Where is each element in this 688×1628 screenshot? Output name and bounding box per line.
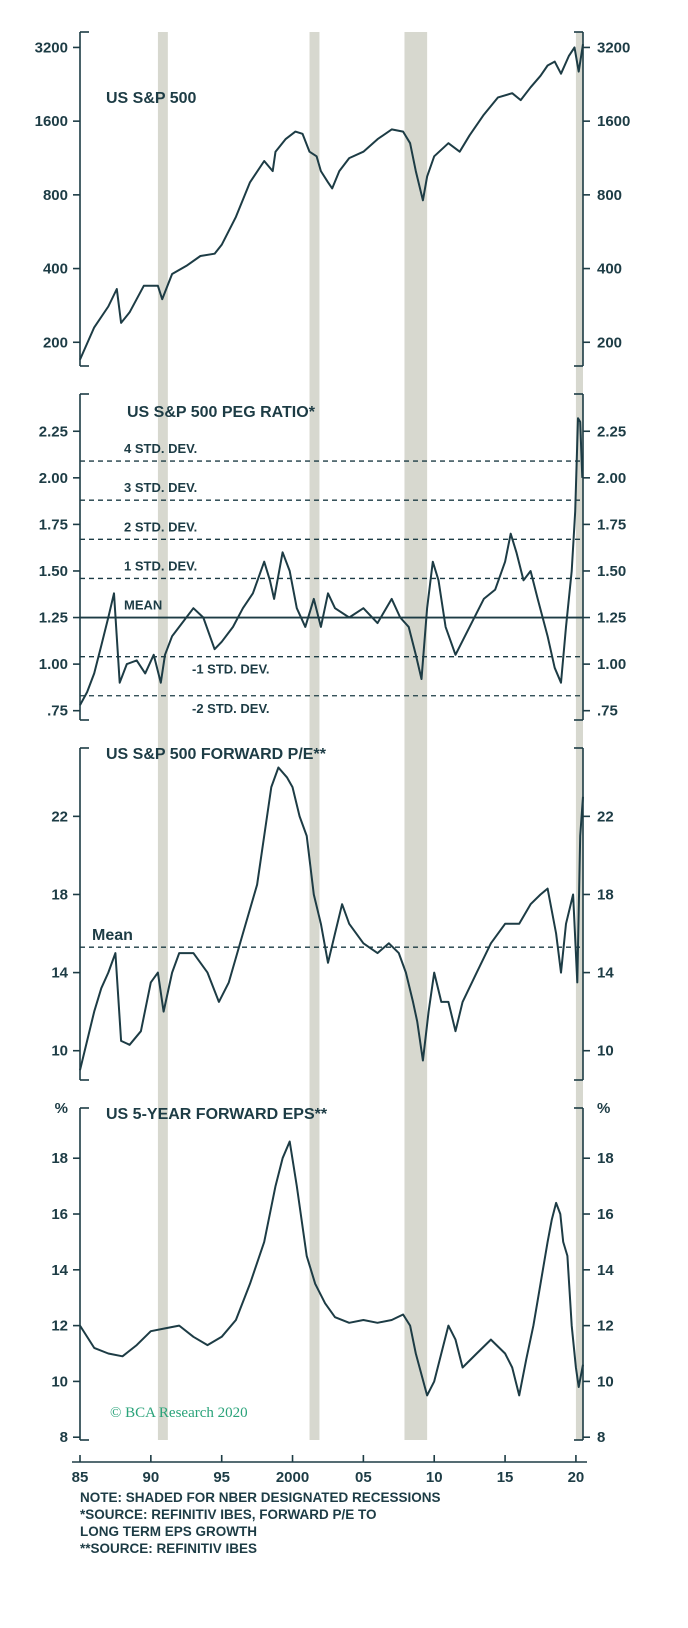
panel-title: US S&P 500 xyxy=(106,90,197,107)
x-tick-label: 10 xyxy=(426,1469,443,1486)
y-tick-label-left: 400 xyxy=(43,261,68,278)
footnotes: NOTE: SHADED FOR NBER DESIGNATED RECESSI… xyxy=(80,1490,441,1556)
x-tick-label: 20 xyxy=(568,1469,585,1486)
footnote-line: *SOURCE: REFINITIV IBES, FORWARD P/E TO xyxy=(80,1507,377,1522)
y-tick-label-left: 16 xyxy=(51,1206,68,1223)
x-tick-label: 90 xyxy=(143,1469,160,1486)
series-line xyxy=(79,1140,584,1397)
y-tick-label-left: 2.00 xyxy=(39,470,68,487)
footnote-line: NOTE: SHADED FOR NBER DESIGNATED RECESSI… xyxy=(80,1490,441,1505)
y-tick-label-right: 2.00 xyxy=(597,470,626,487)
y-tick-label-right: 10 xyxy=(597,1373,614,1390)
y-tick-label-left: 12 xyxy=(51,1318,68,1335)
reference-line-label: -2 STD. DEV. xyxy=(192,701,270,716)
y-tick-label-left: 1600 xyxy=(35,113,68,130)
footnote-line: LONG TERM EPS GROWTH xyxy=(80,1524,257,1539)
y-tick-label-right: 1.50 xyxy=(597,563,626,580)
reference-line-label: MEAN xyxy=(124,598,162,613)
y-tick-label-left: 18 xyxy=(51,1150,68,1167)
x-tick-label: 2000 xyxy=(276,1469,309,1486)
y-tick-label-right: 3200 xyxy=(597,39,630,56)
y-tick-label-right: 1.25 xyxy=(597,610,626,627)
footnote-line: **SOURCE: REFINITIV IBES xyxy=(80,1541,257,1556)
y-tick-label-left: 1.25 xyxy=(39,610,68,627)
y-tick-label-left: 1.00 xyxy=(39,656,68,673)
y-tick-label-left: 10 xyxy=(51,1043,68,1060)
y-tick-label-left: 800 xyxy=(43,187,68,204)
y-tick-label-left: 14 xyxy=(51,965,68,982)
y-tick-label-right: 16 xyxy=(597,1206,614,1223)
y-tick-label-right: 14 xyxy=(597,1262,614,1279)
series-line xyxy=(79,44,584,361)
recession-band xyxy=(157,32,168,1440)
y-tick-label-right: 1.00 xyxy=(597,656,626,673)
x-tick-label: 95 xyxy=(213,1469,230,1486)
reference-line-label: 2 STD. DEV. xyxy=(124,519,197,534)
y-tick-label-right: 8 xyxy=(597,1429,605,1446)
y-unit-label-right: % xyxy=(597,1100,610,1117)
panel-2: .75 .75 1.00 1.00 1.25 1.25 1.50 1.50 1.75 1.75 2.… xyxy=(39,393,626,721)
recession-shading xyxy=(157,32,583,1440)
y-tick-label-right: 1600 xyxy=(597,113,630,130)
y-tick-label-left: 3200 xyxy=(35,39,68,56)
y-tick-label-left: 22 xyxy=(51,808,68,825)
y-tick-label-right: 200 xyxy=(597,334,622,351)
panel-title: US S&P 500 FORWARD P/E** xyxy=(106,746,327,763)
y-tick-label-left: 10 xyxy=(51,1373,68,1390)
recession-band xyxy=(309,32,320,1440)
y-tick-label-right: 400 xyxy=(597,261,622,278)
y-tick-label-left: 200 xyxy=(43,334,68,351)
y-tick-label-left: 1.50 xyxy=(39,563,68,580)
x-axis: 85 90 95 2000 05 10 15 20 xyxy=(72,1455,587,1486)
recession-band xyxy=(575,32,583,1440)
y-tick-label-right: 12 xyxy=(597,1318,614,1335)
y-tick-label-left: 2.25 xyxy=(39,423,68,440)
reference-line-label: 4 STD. DEV. xyxy=(124,441,197,456)
y-unit-label-left: % xyxy=(55,1100,68,1117)
reference-line-label: -1 STD. DEV. xyxy=(192,662,270,677)
reference-line-label: Mean xyxy=(92,927,133,944)
x-tick-label: 05 xyxy=(355,1469,372,1486)
y-tick-label-left: 1.75 xyxy=(39,516,68,533)
reference-line-label: 1 STD. DEV. xyxy=(124,558,197,573)
y-tick-label-right: 10 xyxy=(597,1043,614,1060)
y-tick-label-right: 800 xyxy=(597,187,622,204)
panel-3: 10 10 14 14 18 18 22 22 Mean US S&P 500 FORWARD P… xyxy=(51,746,614,1081)
x-tick-label: 15 xyxy=(497,1469,514,1486)
y-tick-label-left: 8 xyxy=(60,1429,68,1446)
y-tick-label-right: 22 xyxy=(597,808,614,825)
panel-1: 200 200 400 400 800 800 1600 1600 3200 3200 US S&P… xyxy=(35,31,630,367)
reference-line-label: 3 STD. DEV. xyxy=(124,480,197,495)
y-tick-label-right: 18 xyxy=(597,1150,614,1167)
series-line xyxy=(79,766,584,1071)
x-tick-label: 85 xyxy=(72,1469,89,1486)
brand-watermark: © BCA Research 2020 xyxy=(110,1405,248,1421)
panel-4: 8 8 10 10 12 12 14 14 16 16 18 18% % US 5-YEAR FORWAR… xyxy=(51,1100,614,1446)
y-tick-label-left: .75 xyxy=(47,703,68,720)
panel-title: US S&P 500 PEG RATIO* xyxy=(127,404,316,421)
y-tick-label-right: 18 xyxy=(597,886,614,903)
y-tick-label-right: 2.25 xyxy=(597,423,626,440)
y-tick-label-right: .75 xyxy=(597,703,618,720)
series-line xyxy=(79,417,584,706)
y-tick-label-left: 18 xyxy=(51,886,68,903)
recession-band xyxy=(404,32,428,1440)
y-tick-label-right: 1.75 xyxy=(597,516,626,533)
y-tick-label-right: 14 xyxy=(597,965,614,982)
y-tick-label-left: 14 xyxy=(51,1262,68,1279)
panel-title: US 5-YEAR FORWARD EPS** xyxy=(106,1106,328,1123)
